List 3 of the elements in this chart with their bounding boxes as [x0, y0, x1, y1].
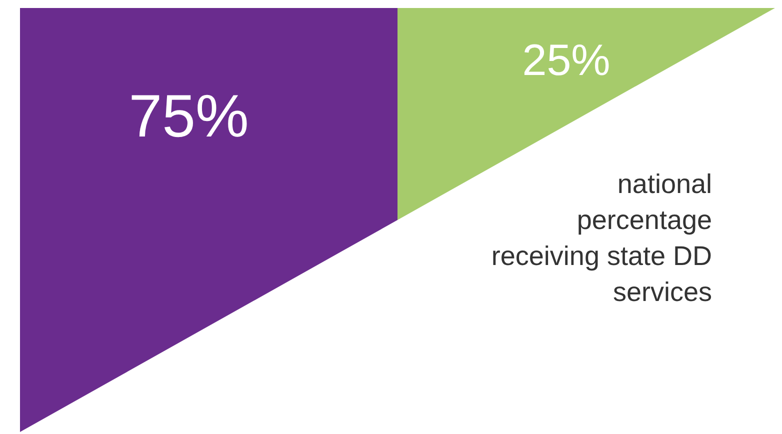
data-label: 25%	[522, 36, 610, 86]
text: national percentage receiving state DD services	[490, 168, 712, 309]
data-label: 75%	[128, 82, 249, 150]
